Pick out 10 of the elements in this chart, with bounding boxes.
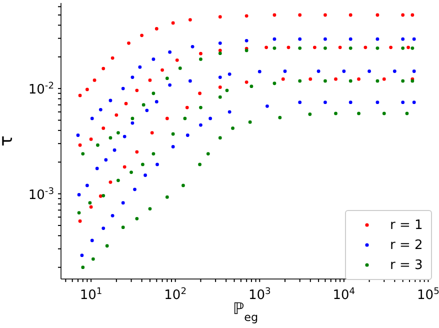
y-axis-title: τ (0, 136, 17, 146)
x-tick-label: 10$^{4}$ (332, 287, 356, 303)
x-tick-label: 10$^{2}$ (164, 287, 187, 303)
x-tick-label: 10$^{1}$ (80, 287, 102, 303)
y-tick-label: 10$^{-2}$ (28, 82, 54, 98)
legend-label: r = 3 (390, 258, 423, 272)
y-tick-label: 10$^{-3}$ (28, 186, 54, 203)
x-tick-label: 10$^{5}$ (417, 287, 439, 303)
legend-label: r = 2 (390, 238, 423, 252)
legend-label: r = 1 (390, 218, 423, 232)
